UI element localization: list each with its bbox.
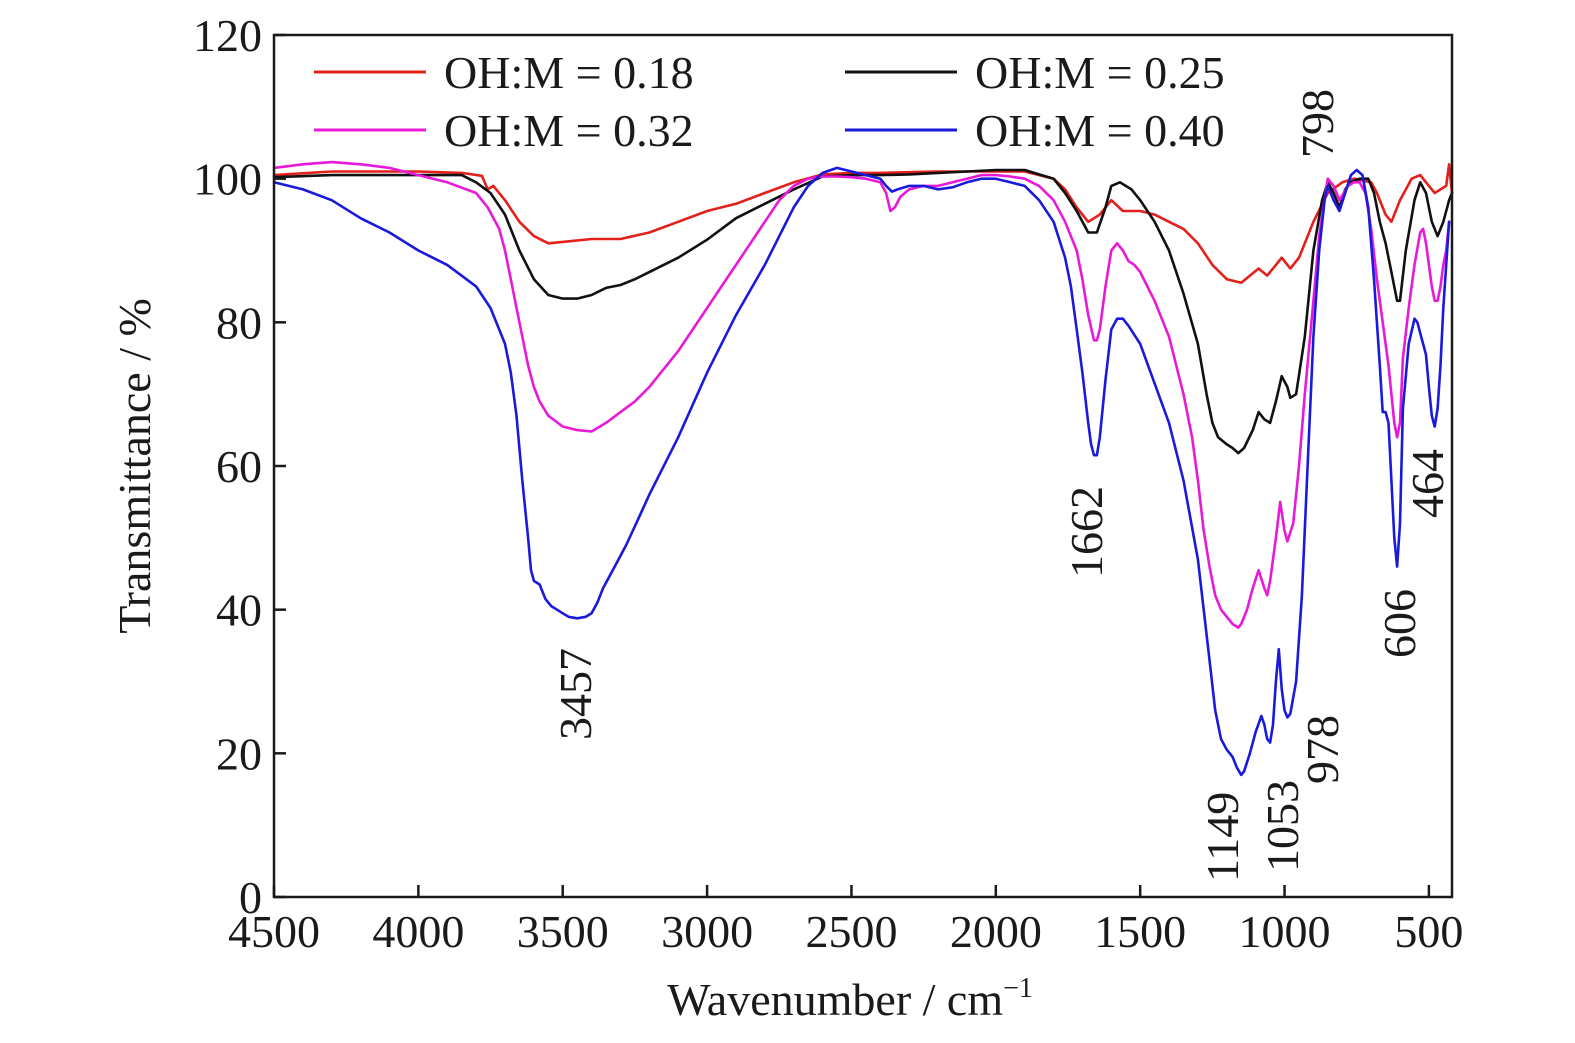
y-axis-title: Transmittance / % bbox=[109, 298, 160, 634]
legend-label-1: OH:M = 0.18 bbox=[444, 47, 694, 98]
x-tick-label-500: 500 bbox=[1394, 906, 1463, 957]
legend: OH:M = 0.18 OH:M = 0.25 OH:M = 0.32 OH:M = … bbox=[314, 47, 1225, 156]
x-tick-label-1500: 1500 bbox=[1094, 906, 1186, 957]
peak-label-1053: 1053 bbox=[1257, 780, 1308, 872]
legend-label-2: OH:M = 0.25 bbox=[975, 47, 1225, 98]
y-tick-label-80: 80 bbox=[216, 297, 262, 348]
series-line-2 bbox=[272, 168, 1454, 455]
x-tick-label-2000: 2000 bbox=[950, 906, 1042, 957]
x-tick-label-2500: 2500 bbox=[805, 906, 897, 957]
x-axis-title-text: Wavenumber / cm bbox=[667, 974, 1003, 1025]
peak-label-1149: 1149 bbox=[1197, 792, 1248, 882]
plot-area bbox=[272, 160, 1454, 777]
peak-label-3457: 3457 bbox=[550, 648, 601, 740]
x-tick-label-3000: 3000 bbox=[661, 906, 753, 957]
x-tick-label-4000: 4000 bbox=[372, 906, 464, 957]
x-axis-title: Wavenumber / cm−1 bbox=[667, 973, 1033, 1025]
x-tick-label-3500: 3500 bbox=[517, 906, 609, 957]
plot-frame bbox=[272, 33, 1454, 899]
y-tick-label-60: 60 bbox=[216, 441, 262, 492]
y-tick-label-40: 40 bbox=[216, 585, 262, 636]
legend-label-4: OH:M = 0.40 bbox=[975, 105, 1225, 156]
peak-label-606: 606 bbox=[1374, 589, 1425, 658]
axis-tick-labels: 4500 4000 3500 3000 2500 2000 1500 1000 500 0 20 40… bbox=[193, 10, 1463, 957]
y-tick-label-20: 20 bbox=[216, 728, 262, 779]
peak-label-978: 978 bbox=[1297, 715, 1348, 784]
series-line-4 bbox=[272, 166, 1451, 777]
peak-label-1662: 1662 bbox=[1061, 486, 1112, 578]
series-line-1 bbox=[272, 163, 1454, 285]
x-tick-label-1000: 1000 bbox=[1239, 906, 1331, 957]
legend-label-3: OH:M = 0.32 bbox=[444, 105, 694, 156]
y-tick-label-120: 120 bbox=[193, 10, 262, 61]
x-axis-title-superscript: −1 bbox=[1003, 973, 1033, 1004]
peak-label-798: 798 bbox=[1292, 89, 1343, 158]
y-tick-label-0: 0 bbox=[239, 872, 262, 923]
series-line-3 bbox=[272, 160, 1451, 629]
peak-label-464: 464 bbox=[1402, 449, 1453, 518]
axis-ticks bbox=[272, 33, 1431, 899]
y-tick-label-100: 100 bbox=[193, 154, 262, 205]
x-tick-label-4500: 4500 bbox=[228, 906, 320, 957]
